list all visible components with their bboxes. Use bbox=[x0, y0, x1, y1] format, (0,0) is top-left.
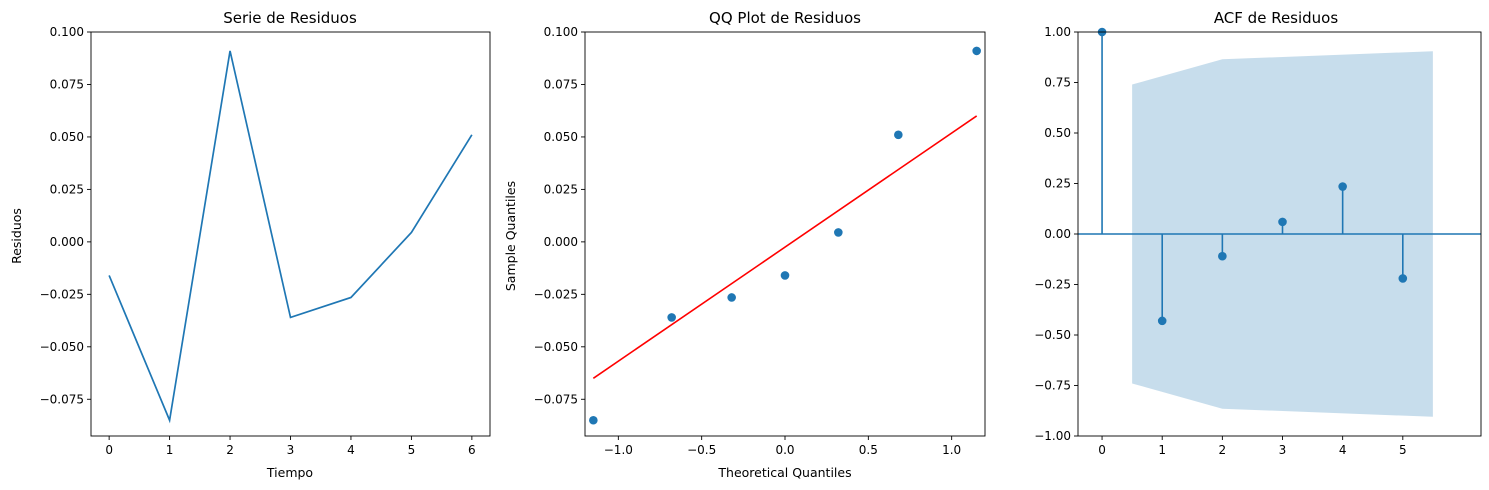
plot-area: −1.0 −0.5 0.0 0.5 1.0 −0.075 −0.050 −0.025 0.000… bbox=[534, 25, 986, 457]
y-tick-label: 0.75 bbox=[1044, 76, 1071, 90]
x-axis-label: Theoretical Quantiles bbox=[717, 465, 851, 480]
qq-plot-chart: QQ Plot de Residuos Theoretical Quantile… bbox=[503, 9, 986, 480]
x-tick-label: 5 bbox=[408, 443, 416, 457]
axes-frame bbox=[584, 31, 986, 437]
y-tick-label: 1.00 bbox=[1044, 25, 1071, 39]
y-axis-label: Sample Quantiles bbox=[503, 181, 518, 291]
x-tick-label: 0 bbox=[105, 443, 113, 457]
data-point bbox=[894, 130, 903, 140]
x-tick-label: 3 bbox=[1279, 443, 1287, 457]
y-tick-label: 0.100 bbox=[544, 25, 578, 39]
y-tick-label: −0.25 bbox=[1034, 278, 1071, 292]
residual-series-chart: Serie de Residuos Tiempo Residuos 0 1 2 3 4 5… bbox=[9, 9, 491, 480]
x-tick-label: 1.0 bbox=[942, 443, 961, 457]
x-tick-label: 0.5 bbox=[859, 443, 878, 457]
x-tick-label: 0.0 bbox=[775, 443, 794, 457]
y-tick-label: 0.00 bbox=[1044, 227, 1071, 241]
data-point bbox=[780, 271, 790, 280]
y-tick-label: 0.075 bbox=[544, 77, 578, 91]
acf-marker bbox=[1157, 316, 1167, 326]
chart-title: Serie de Residuos bbox=[223, 9, 357, 27]
acf-chart: ACF de Residuos 0 1 2 3 4 5 −1.00 −0.75 −0.50 −0.… bbox=[1034, 9, 1482, 457]
axes-frame bbox=[1077, 31, 1482, 437]
plot-area: 0 1 2 3 4 5 −1.00 −0.75 −0.50 −0.25 0.00 0.25 0.50 0.… bbox=[1034, 25, 1482, 457]
x-tick-label: 6 bbox=[468, 443, 476, 457]
y-tick-label: −0.075 bbox=[40, 392, 84, 406]
x-tick-label: 1 bbox=[166, 443, 174, 457]
y-tick-label: −0.025 bbox=[40, 287, 84, 301]
y-tick-label: 0.100 bbox=[50, 25, 84, 39]
y-tick-label: 0.000 bbox=[50, 235, 84, 249]
plot-area: 0 1 2 3 4 5 6 −0.075 −0.050 −0.025 0.000 0.025 0.050… bbox=[40, 25, 491, 457]
chart-title: ACF de Residuos bbox=[1214, 9, 1339, 27]
acf-marker bbox=[1278, 217, 1287, 227]
x-tick-label: −0.5 bbox=[687, 443, 716, 457]
x-tick-label: 4 bbox=[347, 443, 355, 457]
y-tick-label: −0.075 bbox=[534, 392, 578, 406]
y-tick-label: 0.000 bbox=[544, 235, 578, 249]
y-tick-label: 0.25 bbox=[1044, 177, 1071, 191]
y-tick-label: 0.025 bbox=[544, 182, 578, 196]
x-tick-label: 5 bbox=[1399, 443, 1407, 457]
y-tick-label: −0.050 bbox=[40, 340, 84, 354]
series-line bbox=[108, 50, 473, 424]
x-tick-label: 2 bbox=[226, 443, 234, 457]
y-tick-label: 0.50 bbox=[1044, 126, 1071, 140]
y-axis-label: Residuos bbox=[9, 208, 24, 264]
y-tick-label: 0.050 bbox=[544, 130, 578, 144]
data-point bbox=[834, 228, 843, 237]
data-point bbox=[972, 46, 981, 56]
reference-line bbox=[592, 115, 978, 379]
x-tick-label: 1 bbox=[1158, 443, 1166, 457]
x-tick-label: −1.0 bbox=[604, 443, 633, 457]
x-tick-label: 4 bbox=[1339, 443, 1347, 457]
acf-marker bbox=[1338, 182, 1347, 191]
y-tick-label: −0.025 bbox=[534, 287, 578, 301]
data-point bbox=[667, 313, 676, 322]
y-tick-label: 0.075 bbox=[50, 77, 84, 91]
y-tick-label: −0.75 bbox=[1034, 379, 1071, 393]
y-tick-label: −1.00 bbox=[1034, 429, 1071, 443]
data-point bbox=[589, 415, 598, 425]
y-tick-label: −0.050 bbox=[534, 340, 578, 354]
axes-frame bbox=[90, 31, 491, 437]
chart-title: QQ Plot de Residuos bbox=[709, 9, 861, 27]
x-tick-label: 3 bbox=[287, 443, 295, 457]
acf-marker bbox=[1398, 274, 1408, 283]
y-tick-label: −0.50 bbox=[1034, 328, 1071, 342]
x-axis-label: Tiempo bbox=[266, 465, 313, 480]
acf-marker bbox=[1218, 251, 1227, 261]
x-tick-label: 2 bbox=[1219, 443, 1227, 457]
y-tick-label: 0.025 bbox=[50, 182, 84, 196]
data-point bbox=[727, 293, 736, 302]
x-tick-label: 0 bbox=[1098, 443, 1106, 457]
y-tick-label: 0.050 bbox=[50, 130, 84, 144]
